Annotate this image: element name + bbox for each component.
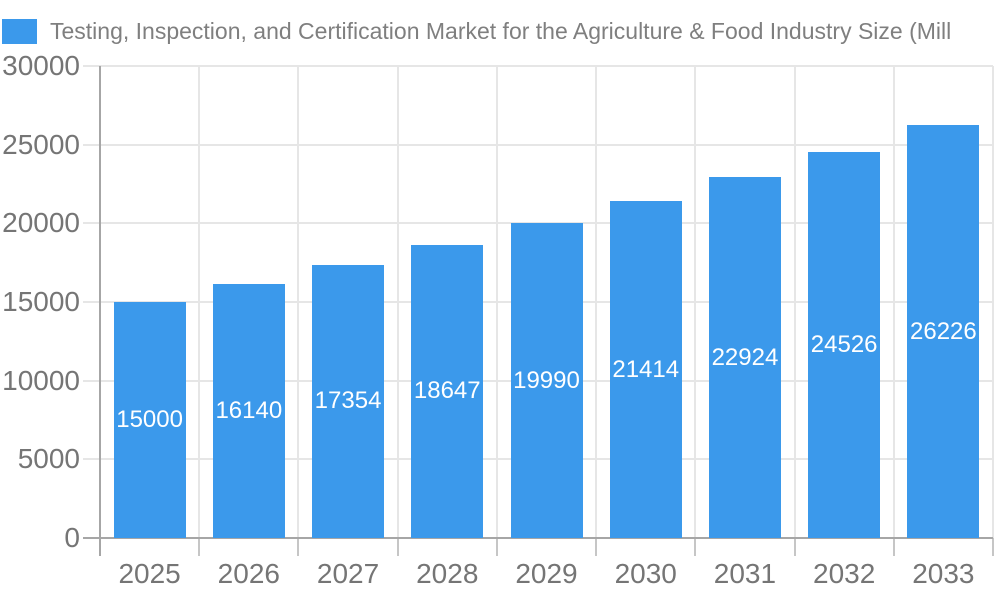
- x-axis-tick-label: 2033: [912, 558, 975, 589]
- gridline-vertical: [595, 66, 598, 538]
- bar-value-label: 16140: [215, 397, 283, 425]
- bar[interactable]: [411, 244, 484, 538]
- gridline-vertical: [396, 66, 399, 538]
- bar-value-label: 22924: [711, 343, 779, 371]
- x-axis-tick: [495, 538, 498, 556]
- x-axis-tick-label: 2031: [713, 558, 777, 589]
- gridline-vertical: [694, 66, 697, 538]
- x-axis-tick-label: 2030: [614, 558, 677, 589]
- y-axis-tick-label: 5000: [17, 443, 80, 475]
- x-axis-tick-label: 2026: [217, 558, 280, 589]
- bar[interactable]: [609, 201, 682, 538]
- legend[interactable]: Testing, Inspection, and Certification M…: [2, 17, 998, 45]
- y-axis-line: [99, 66, 101, 556]
- bar-value-label: 18647: [413, 377, 481, 405]
- bar-value-label: 17354: [314, 387, 382, 415]
- bar[interactable]: [708, 177, 781, 538]
- y-axis-tick-label: 30000: [2, 50, 80, 81]
- legend-label: Testing, Inspection, and Certification M…: [50, 17, 952, 44]
- y-axis-tick-label: 0: [64, 522, 80, 553]
- x-axis-tick: [198, 538, 201, 556]
- bar[interactable]: [212, 284, 285, 538]
- x-axis-tick: [694, 538, 697, 556]
- gridline-vertical: [992, 66, 994, 538]
- gridline-vertical: [892, 66, 895, 538]
- bar-value-label: 19990: [513, 366, 580, 394]
- gridline-vertical: [198, 66, 201, 538]
- bar[interactable]: [510, 223, 583, 538]
- gridline-horizontal: [83, 65, 993, 67]
- legend-swatch-icon: [2, 18, 37, 44]
- x-axis-tick: [892, 538, 895, 556]
- bar-value-label: 21414: [612, 355, 680, 383]
- bar-value-label: 24526: [810, 331, 878, 359]
- x-axis-tick: [297, 538, 300, 556]
- gridline-horizontal: [83, 143, 993, 146]
- gridline-horizontal: [83, 222, 993, 225]
- x-axis-tick-label: 2028: [416, 558, 479, 589]
- x-axis-tick: [793, 538, 796, 556]
- y-axis-tick-label: 10000: [2, 364, 80, 396]
- x-axis-tick-label: 2027: [316, 558, 380, 589]
- x-axis-line: [83, 537, 993, 539]
- x-axis-tick: [992, 538, 994, 556]
- gridline-vertical: [297, 66, 300, 538]
- gridline-vertical: [495, 66, 498, 538]
- x-axis-tick-label: 2029: [515, 558, 578, 589]
- x-axis-tick: [595, 538, 598, 556]
- x-axis-tick-label: 2025: [118, 558, 181, 589]
- bar-value-label: 15000: [116, 406, 183, 433]
- bar[interactable]: [113, 302, 186, 538]
- y-axis-tick-label: 20000: [2, 207, 80, 239]
- y-axis-tick-label: 25000: [2, 128, 80, 160]
- x-axis-tick-label: 2032: [813, 558, 876, 589]
- x-axis-tick: [396, 538, 399, 556]
- gridline-vertical: [793, 66, 796, 538]
- bar[interactable]: [312, 264, 385, 538]
- y-axis-tick-label: 15000: [2, 286, 80, 317]
- bar-value-label: 26226: [910, 317, 977, 345]
- bar[interactable]: [808, 152, 881, 538]
- bar[interactable]: [907, 125, 980, 538]
